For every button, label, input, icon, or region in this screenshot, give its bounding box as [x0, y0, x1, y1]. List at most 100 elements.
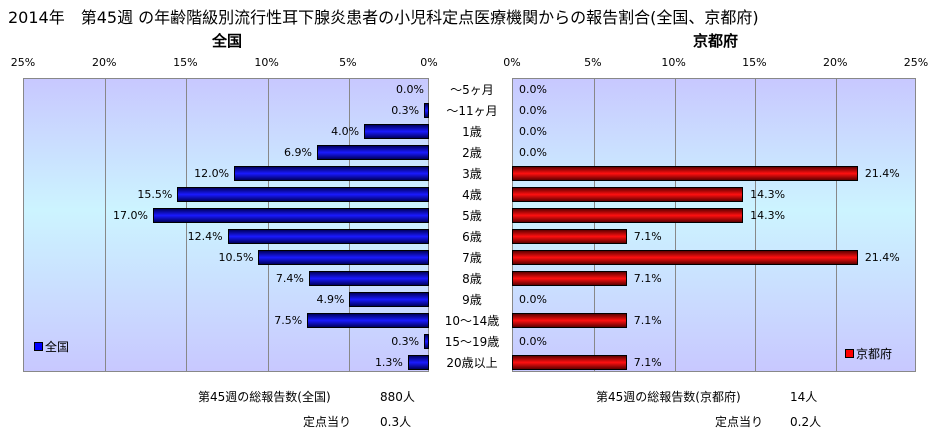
category-label: 4歳 — [462, 188, 482, 202]
data-label: 4.9% — [316, 292, 345, 306]
data-label: 7.5% — [274, 313, 303, 327]
axis-tick-label: 25% — [903, 56, 929, 69]
left-total-value: 880人 — [380, 390, 415, 404]
bar-national — [177, 187, 429, 202]
category-label: 1歳 — [462, 125, 482, 139]
data-label: 14.3% — [750, 208, 786, 222]
bar-national — [308, 271, 429, 286]
bar-kyoto — [512, 271, 627, 286]
data-label: 7.1% — [633, 355, 662, 369]
data-label: 4.0% — [331, 124, 360, 138]
legend-swatch-red — [845, 349, 854, 358]
axis-tick-label: 5% — [339, 56, 357, 69]
bar-kyoto — [512, 166, 858, 181]
left-per-label: 定点当り — [303, 415, 352, 429]
gridline — [674, 79, 676, 371]
bar-national — [407, 355, 429, 370]
data-label: 0.0% — [519, 292, 547, 306]
right-subtitle: 京都府 — [693, 32, 739, 50]
category-label: 9歳 — [462, 293, 482, 307]
category-label: 10～14歳 — [444, 314, 500, 328]
legend-label: 全国 — [45, 340, 70, 354]
legend-swatch-blue — [34, 342, 43, 351]
axis-tick-label: 20% — [91, 56, 117, 69]
axis-tick-label: 0% — [503, 56, 521, 69]
data-label: 21.4% — [864, 250, 900, 264]
bar-national — [424, 334, 429, 349]
bar-national — [307, 313, 429, 328]
bar-national — [316, 145, 429, 160]
data-label: 7.4% — [275, 271, 304, 285]
gridline — [267, 79, 269, 371]
data-label: 7.1% — [633, 271, 662, 285]
data-label: 10.5% — [218, 250, 254, 264]
axis-tick-label: 10% — [254, 56, 279, 69]
category-label: 8歳 — [462, 272, 482, 286]
right-legend: 京都府 — [845, 345, 892, 362]
axis-tick-label: 0% — [420, 56, 438, 69]
bar-national — [227, 229, 429, 244]
right-total-value: 14人 — [790, 390, 818, 404]
gridline — [348, 79, 350, 371]
data-label: 0.0% — [519, 334, 547, 348]
gridline — [836, 79, 838, 371]
data-label: 15.5% — [137, 187, 173, 201]
data-label: 0.0% — [519, 145, 547, 159]
data-label: 7.1% — [633, 229, 662, 243]
chart-title: 2014年 第45週 の年齢階級別流行性耳下腺炎患者の小児科定点医療機関からの報… — [8, 8, 759, 27]
left-subtitle: 全国 — [212, 32, 243, 50]
category-label: ～5ヶ月 — [450, 83, 494, 97]
axis-tick-label: 20% — [822, 56, 848, 69]
axis-tick-label: 15% — [742, 56, 767, 69]
data-label: 0.0% — [396, 82, 424, 96]
gridline — [105, 79, 107, 371]
right-total-label: 第45週の総報告数(京都府) — [596, 390, 741, 404]
data-label: 21.4% — [864, 166, 900, 180]
category-label: 6歳 — [462, 230, 482, 244]
left-per-value: 0.3人 — [380, 415, 412, 429]
data-label: 0.3% — [391, 103, 420, 117]
data-label: 0.3% — [391, 334, 420, 348]
data-label: 1.3% — [374, 355, 403, 369]
axis-tick-label: 25% — [10, 56, 36, 69]
axis-tick-label: 5% — [584, 56, 602, 69]
bar-national — [364, 124, 429, 139]
data-label: 17.0% — [112, 208, 148, 222]
bar-national — [234, 166, 429, 181]
category-label: 20歳以上 — [446, 356, 498, 370]
left-plot-area: 0.0% 0.3% 4.0% 6.9% 12.0% 15.5% 17.0% 12.4% 10.5… — [23, 78, 429, 372]
gridline — [186, 79, 188, 371]
data-label: 0.0% — [519, 124, 547, 138]
data-label: 14.3% — [750, 187, 786, 201]
bar-national — [258, 250, 429, 265]
category-label: 15～19歳 — [444, 335, 500, 349]
data-label: 7.1% — [633, 313, 662, 327]
bar-kyoto — [512, 187, 744, 202]
category-label: 3歳 — [462, 167, 482, 181]
data-label: 0.0% — [519, 82, 547, 96]
left-total-label: 第45週の総報告数(全国) — [198, 390, 331, 404]
axis-tick-label: 10% — [661, 56, 686, 69]
bar-kyoto — [512, 229, 627, 244]
category-label: 2歳 — [462, 146, 482, 160]
data-label: 12.4% — [187, 229, 223, 243]
right-per-value: 0.2人 — [790, 415, 822, 429]
data-label: 12.0% — [194, 166, 230, 180]
bar-kyoto — [512, 250, 858, 265]
category-label: ～11ヶ月 — [446, 104, 498, 118]
bar-national — [424, 103, 429, 118]
data-label: 6.9% — [284, 145, 312, 159]
legend-label: 京都府 — [856, 347, 893, 361]
axis-tick-label: 15% — [173, 56, 198, 69]
bar-kyoto — [512, 355, 627, 370]
data-label: 0.0% — [519, 103, 547, 117]
bar-kyoto — [512, 313, 627, 328]
gridline — [755, 79, 757, 371]
left-legend: 全国 — [34, 338, 69, 355]
bar-kyoto — [512, 208, 744, 223]
bar-national — [349, 292, 429, 307]
gridline — [593, 79, 595, 371]
category-label: 5歳 — [462, 209, 482, 223]
right-per-label: 定点当り — [715, 415, 764, 429]
